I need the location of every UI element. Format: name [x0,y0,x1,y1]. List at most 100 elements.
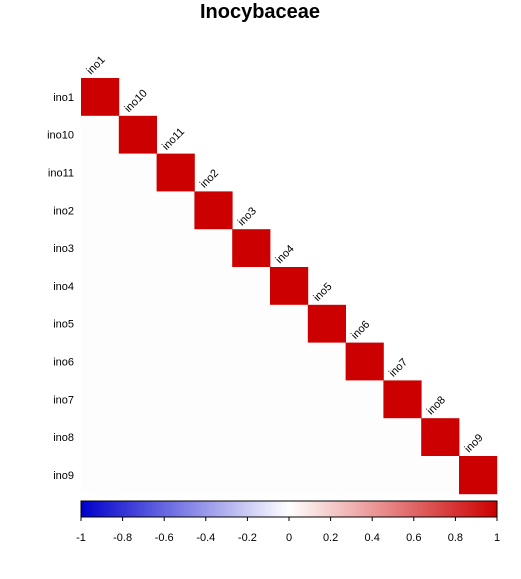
heatmap-cell [118,380,157,419]
row-label: ino2 [53,205,74,217]
heatmap-cell [232,380,271,419]
color-legend-tick-label: 0.8 [448,532,463,544]
heatmap-cell [81,267,120,306]
heatmap-cell [345,456,384,495]
heatmap-cell [270,418,309,457]
color-legend-tick-label: -1 [76,532,86,544]
heatmap-cell [232,229,271,268]
row-label: ino9 [53,470,74,482]
heatmap-cell [383,456,422,495]
row-label: ino6 [53,357,74,369]
heatmap-cell [118,191,157,230]
row-label: ino4 [53,281,74,293]
heatmap-cell [232,418,271,457]
heatmap-cell [459,456,498,495]
heatmap-cell [307,342,346,381]
heatmap-cell [270,342,309,381]
heatmap-cell [232,304,271,343]
color-legend-tick-label: 0.2 [323,532,338,544]
heatmap-cell [383,418,422,457]
heatmap-cell [156,342,195,381]
color-legend-ticks: -1 -0.8 -0.6 -0.4 -0.2 0 0.2 0.4 0.6 0.8 1 [76,517,500,544]
color-legend-tick-label: 0.4 [365,532,380,544]
color-legend-tick-label: 0 [286,532,292,544]
row-label: ino11 [48,168,74,180]
heatmap-cell [270,304,309,343]
heatmap-cell [270,267,309,306]
column-label: ino4 [274,243,297,266]
heatmap-cell [345,342,384,381]
heatmap-cell [118,153,157,192]
heatmap-cell [156,267,195,306]
heatmap-cell [307,304,346,343]
heatmap-cell [81,78,120,117]
heatmap-cell [194,380,233,419]
heatmap-cell [81,342,120,381]
row-label: ino8 [53,432,74,444]
chart-title: Inocybaceae [200,1,320,23]
heatmap-cell [421,456,460,495]
heatmap-cell [118,229,157,268]
heatmap-cell [232,456,271,495]
row-label: ino3 [53,243,74,255]
color-legend-tick-label: -0.2 [238,532,257,544]
color-legend-tick-label: -0.4 [196,532,215,544]
column-label: ino6 [349,319,372,342]
heatmap-cell [81,304,120,343]
row-label: ino10 [47,130,74,142]
heatmap-cell [81,418,120,457]
heatmap-cell [156,191,195,230]
heatmap-cell [194,342,233,381]
heatmap-cell [156,153,195,192]
heatmap-cell [421,418,460,457]
heatmap-cell [270,380,309,419]
heatmap-cell [156,229,195,268]
heatmap-cell [194,267,233,306]
heatmap-cell [156,380,195,419]
heatmap-cell [118,115,157,154]
row-label: ino5 [53,319,74,331]
color-legend-tick-label: 1 [494,532,500,544]
column-label: ino1 [85,54,108,77]
heatmap-cell [156,456,195,495]
heatmap-cell [81,153,120,192]
heatmap-cell [81,115,120,154]
column-label: ino5 [311,281,334,304]
heatmap-cell [118,304,157,343]
column-label: ino9 [463,432,486,455]
heatmap-cell [156,304,195,343]
heatmap-cell [194,229,233,268]
row-labels: ino1 ino10 ino11 ino2 ino3 ino4 ino5 ino6 ino7 in… [47,92,74,482]
heatmap-cell [232,267,271,306]
row-label: ino1 [53,92,74,104]
heatmap-cell [118,342,157,381]
column-label: ino7 [387,356,410,379]
heatmap-cell [345,418,384,457]
heatmap-cell [270,456,309,495]
color-legend-tick-label: 0.6 [406,532,421,544]
heatmap-cell [81,229,120,268]
heatmap-cell [81,456,120,495]
heatmap-cell [307,380,346,419]
column-label: ino3 [236,205,259,228]
heatmap-cell [194,304,233,343]
heatmap-cell [118,456,157,495]
heatmap-cell [345,380,384,419]
column-label: ino2 [198,167,221,190]
heatmap-cell [194,191,233,230]
heatmap-cell [156,418,195,457]
heatmap-cell [194,456,233,495]
heatmap-cell [81,191,120,230]
color-legend: -1 -0.8 -0.6 -0.4 -0.2 0 0.2 0.4 0.6 0.8 1 [76,500,500,544]
color-legend-tick-label: -0.6 [155,532,174,544]
heatmap-cell [118,267,157,306]
heatmap-cell [194,418,233,457]
heatmap-cell [118,418,157,457]
heatmap-cell [307,456,346,495]
heatmap-cell [81,380,120,419]
color-legend-bar [80,500,498,518]
column-label: ino11 [160,126,187,153]
column-label: ino8 [425,394,448,417]
heatmap-cell [383,380,422,419]
